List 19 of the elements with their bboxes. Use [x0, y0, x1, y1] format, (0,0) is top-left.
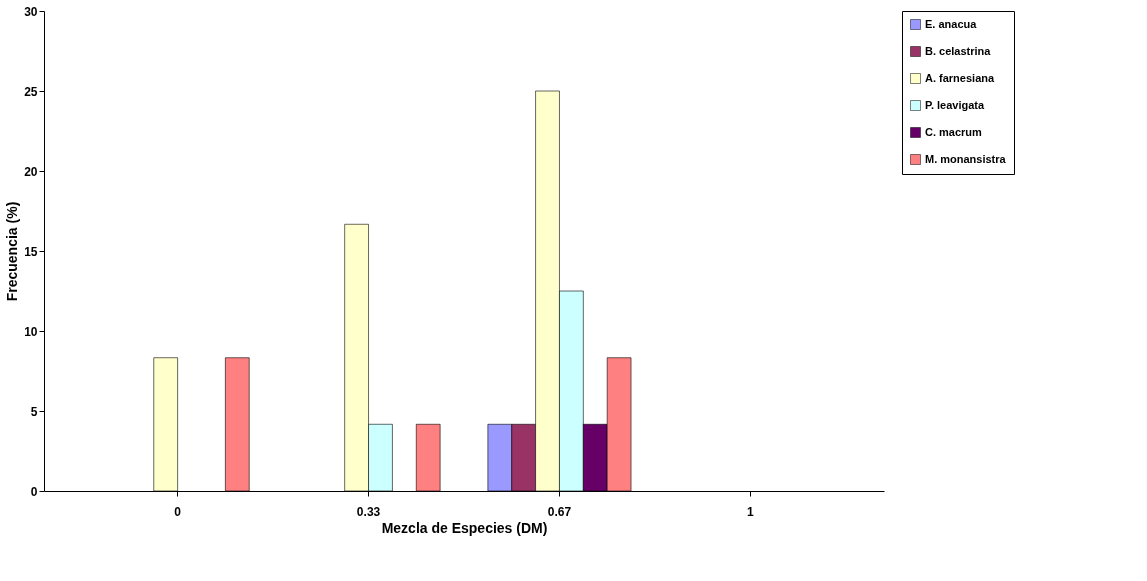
legend-label: P. leavigata — [925, 98, 985, 111]
x-tick-label: 0.67 — [547, 504, 572, 519]
y-tick-label: 25 — [24, 84, 38, 99]
y-axis-title: Frecuencia (%) — [4, 201, 21, 302]
y-tick-label: 15 — [24, 244, 38, 259]
legend-label: C. macrum — [925, 125, 983, 138]
x-tick-label: 0 — [174, 504, 182, 519]
y-tick-label: 20 — [24, 164, 38, 179]
legend-label: A. farnesiana — [925, 71, 995, 84]
legend-label: M. monansistra — [925, 152, 1007, 165]
legend-label: E. anacua — [925, 17, 978, 30]
y-tick-label: 0 — [30, 484, 38, 499]
y-tick-label: 30 — [24, 4, 38, 19]
y-tick-label: 10 — [24, 324, 38, 339]
x-axis-title: Mezcla de Especies (DM) — [381, 519, 548, 536]
x-tick-label: 1 — [747, 504, 755, 519]
y-tick-label: 5 — [30, 404, 38, 419]
x-tick-label: 0.33 — [356, 504, 381, 519]
legend-label: B. celastrina — [925, 44, 992, 57]
